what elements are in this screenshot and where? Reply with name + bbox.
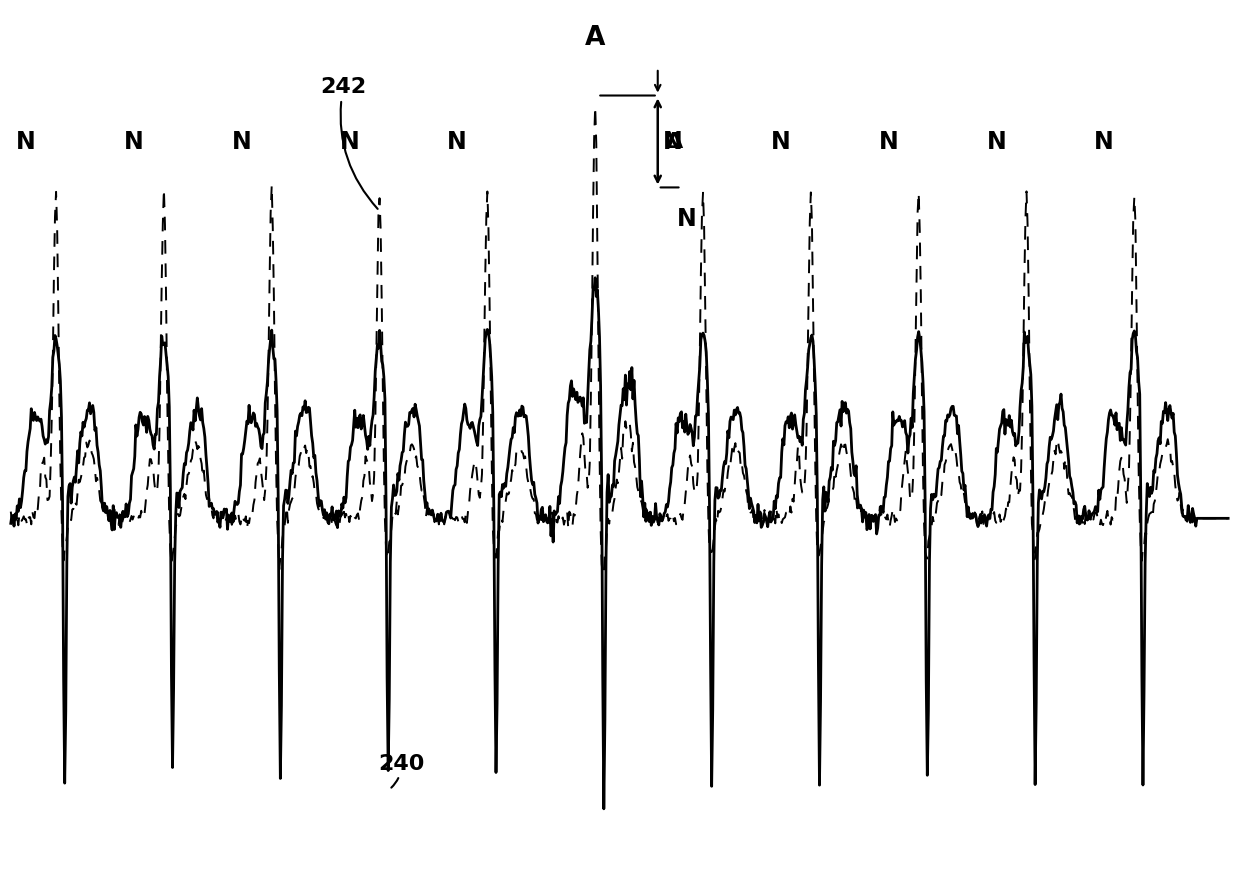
Text: N: N	[771, 130, 791, 154]
Text: N: N	[232, 130, 252, 154]
Text: N: N	[663, 130, 683, 154]
Text: N: N	[340, 130, 360, 154]
Text: 240: 240	[378, 753, 424, 788]
Text: N: N	[16, 130, 36, 154]
Text: N: N	[1094, 130, 1114, 154]
Text: Δ: Δ	[666, 132, 683, 152]
Text: A: A	[585, 25, 605, 51]
Text: N: N	[124, 130, 144, 154]
Text: N: N	[987, 130, 1006, 154]
Text: N: N	[879, 130, 898, 154]
Text: 242: 242	[320, 77, 378, 210]
Text: N: N	[448, 130, 467, 154]
Text: N: N	[677, 206, 697, 230]
